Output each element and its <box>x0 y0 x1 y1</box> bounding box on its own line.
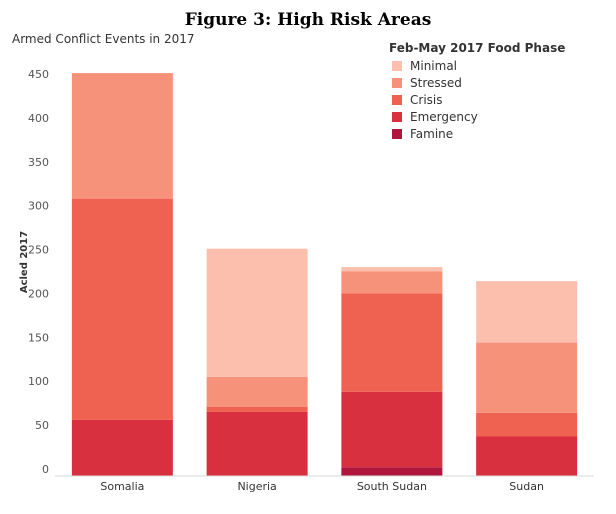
y-axis: 0 50 100 150 200 250 300 350 400 450 <box>28 68 49 476</box>
legend-swatch <box>392 94 402 105</box>
legend-item: Famine <box>389 125 565 142</box>
y-tick-label: 0 <box>42 463 49 476</box>
chart-title: Armed Conflict Events in 2017 <box>12 32 195 46</box>
y-tick-label: 400 <box>28 112 49 125</box>
bar-segment-minimal <box>341 267 443 272</box>
bar-segment-emergency <box>476 436 578 476</box>
x-tick-label: Nigeria <box>237 480 276 493</box>
bar-segment-crisis <box>476 412 578 437</box>
y-tick-label: 350 <box>28 156 49 169</box>
y-tick-label: 200 <box>28 287 49 300</box>
bar-segment-stressed <box>341 271 443 294</box>
legend-label: Minimal <box>410 59 458 74</box>
legend-item: Stressed <box>389 75 565 92</box>
legend-swatch <box>392 128 402 139</box>
x-axis: Somalia Nigeria South Sudan Sudan <box>100 480 544 493</box>
legend-item: Minimal <box>389 58 565 75</box>
legend-swatch <box>392 61 402 72</box>
legend-swatch <box>392 111 402 122</box>
legend-item: Emergency <box>389 108 565 125</box>
legend-label: Famine <box>410 126 454 141</box>
y-axis-label: Acled 2017 <box>19 231 30 293</box>
bar-segment-stressed <box>71 73 173 199</box>
bar-segment-emergency <box>341 391 443 468</box>
y-tick-label: 250 <box>28 244 49 257</box>
y-tick-label: 100 <box>28 375 49 388</box>
y-tick-label: 300 <box>28 200 49 213</box>
y-tick-label: 150 <box>28 331 49 344</box>
legend-label: Stressed <box>410 76 462 91</box>
bar-segment-famine <box>341 467 443 476</box>
bar-segment-crisis <box>206 406 308 412</box>
bars <box>71 73 578 476</box>
legend-item: Crisis <box>389 92 565 109</box>
legend-swatch <box>392 78 402 89</box>
bar-segment-crisis <box>341 293 443 392</box>
bar-segment-crisis <box>71 198 173 420</box>
bar-segment-emergency <box>206 411 308 476</box>
bar-segment-stressed <box>476 342 578 413</box>
bar-segment-minimal <box>476 281 578 343</box>
legend: Feb-May 2017 Food Phase Minimal Stressed C… <box>389 41 565 142</box>
bar-segment-stressed <box>206 376 308 407</box>
x-tick-label: Somalia <box>100 480 144 493</box>
legend-title: Feb-May 2017 Food Phase <box>389 41 566 55</box>
x-tick-label: Sudan <box>509 480 544 493</box>
legend-label: Crisis <box>410 92 443 107</box>
legend-items: Minimal Stressed Crisis Emergency Famine <box>389 58 565 142</box>
bar-segment-emergency <box>71 419 173 476</box>
figure-title: Figure 3: High Risk Areas <box>184 10 432 30</box>
y-tick-label: 450 <box>28 68 49 81</box>
bar-segment-minimal <box>206 248 308 377</box>
y-tick-label: 50 <box>35 419 49 432</box>
legend-label: Emergency <box>410 109 478 124</box>
x-tick-label: South Sudan <box>357 480 427 493</box>
